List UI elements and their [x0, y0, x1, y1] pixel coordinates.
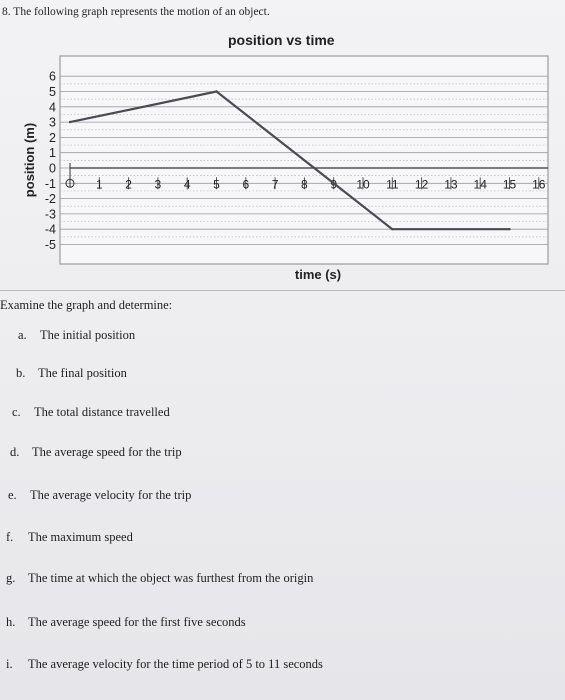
y-tick-label: 5 — [49, 85, 56, 99]
y-tick-label: -2 — [45, 192, 56, 206]
question-text: The final position — [38, 366, 127, 380]
y-tick-label: 0 — [49, 162, 56, 176]
y-tick-label: 3 — [49, 116, 56, 130]
y-tick-label: 6 — [49, 70, 56, 84]
prompt-text: Examine the graph and determine: — [0, 298, 173, 312]
data-point — [332, 182, 335, 185]
question-text: The average velocity for the trip — [30, 488, 192, 502]
y-tick-label: 4 — [49, 100, 56, 114]
data-point — [391, 228, 394, 231]
question-letter: a. — [18, 328, 27, 342]
question-f: f. The maximum speed — [6, 530, 133, 545]
question-i: i. The average velocity for the time peri… — [6, 657, 323, 672]
x-tick-label: 4 — [184, 177, 191, 191]
data-point — [215, 90, 218, 93]
question-letter: e. — [8, 488, 17, 502]
question-letter: g. — [6, 571, 16, 585]
chart-title: position vs time — [228, 32, 335, 48]
question-text: The maximum speed — [28, 530, 133, 544]
question-text: The total distance travelled — [34, 405, 170, 419]
x-tick-label: 13 — [444, 177, 458, 191]
question-text: The average speed for the trip — [32, 445, 182, 459]
divider — [0, 290, 565, 291]
x-tick-label: 8 — [301, 177, 308, 191]
y-tick-label: -3 — [45, 207, 56, 221]
question-text: The average velocity for the time period… — [28, 657, 323, 671]
question-g: g. The time at which the object was furth… — [6, 571, 313, 586]
y-tick-label: 2 — [49, 131, 56, 145]
x-tick-label: 1 — [96, 177, 103, 191]
y-tick-label: -4 — [45, 223, 56, 237]
y-axis-label: position (m) — [22, 123, 37, 197]
y-tick-label: 1 — [49, 146, 56, 160]
question-letter: h. — [6, 615, 16, 629]
x-tick-label: 14 — [474, 177, 488, 191]
x-tick-label: 7 — [272, 177, 279, 191]
question-text: The initial position — [40, 328, 136, 342]
question-text: The time at which the object was furthes… — [28, 571, 314, 585]
data-point — [68, 120, 72, 124]
data-point — [508, 228, 511, 231]
question-c: c. The total distance travelled — [12, 405, 170, 420]
question-e: e. The average velocity for the trip — [8, 488, 191, 503]
x-tick-label: 2 — [125, 177, 132, 191]
question-letter: f. — [6, 530, 14, 544]
position-time-chart: 123456789101112131415166543210-1-2-3-4-5… — [22, 55, 549, 282]
x-tick-label: 10 — [356, 177, 370, 191]
x-tick-label: 16 — [532, 177, 546, 191]
question-letter: i. — [6, 657, 13, 671]
x-axis-label: time (s) — [295, 267, 341, 282]
question-header: 8. The following graph represents the mo… — [2, 6, 270, 18]
question-b: b. The final position — [16, 366, 127, 381]
x-tick-label: 12 — [415, 177, 429, 191]
x-tick-label: 15 — [503, 177, 517, 191]
question-a: a. The initial position — [18, 328, 135, 343]
question-letter: c. — [12, 405, 21, 419]
x-tick-label: 3 — [155, 177, 162, 191]
y-tick-label: -5 — [45, 238, 56, 252]
question-d: d. The average speed for the trip — [10, 445, 182, 460]
question-letter: d. — [10, 445, 20, 459]
origin-marker — [65, 178, 75, 188]
x-tick-label: 5 — [213, 177, 220, 191]
question-h: h. The average speed for the first five s… — [6, 615, 246, 630]
x-tick-label: 6 — [242, 177, 249, 191]
x-tick-label: 11 — [386, 177, 399, 191]
question-text: The average speed for the first five sec… — [28, 615, 246, 629]
question-letter: b. — [16, 366, 26, 380]
y-tick-label: -1 — [45, 177, 56, 191]
